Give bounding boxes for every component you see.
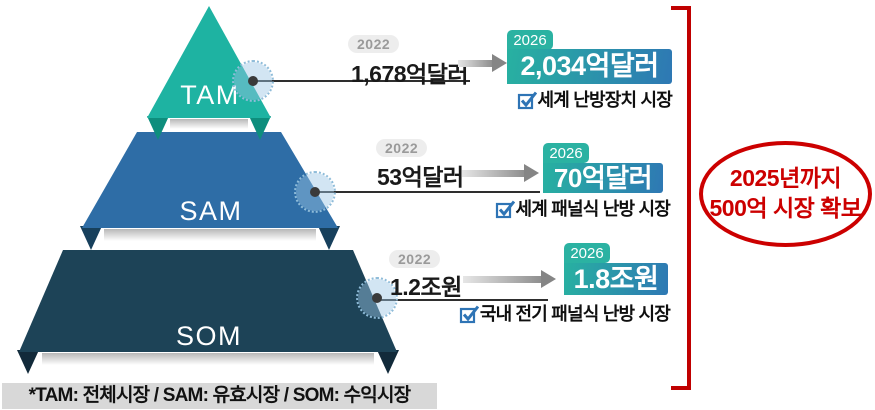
year-tab-2026: 2026: [543, 143, 589, 163]
arrow-right-icon: [458, 54, 507, 72]
checkbox-icon: [495, 200, 515, 219]
tier-label-sam: SAM: [179, 196, 243, 226]
arrow-shaft: [462, 169, 524, 177]
arrow-head: [541, 270, 556, 288]
leader-line-tam: [253, 80, 470, 82]
value-2022-tam: 1,678억달러: [351, 61, 469, 87]
bracket-tick-bottom: [671, 386, 687, 390]
sam-shape: [82, 132, 338, 228]
arrow-head: [524, 164, 539, 182]
value-2026-som: 1.8조원: [564, 263, 668, 295]
som-shape: [19, 250, 397, 352]
market-label-text: 세계 패널식 난방 시장: [515, 199, 671, 219]
arrow-shaft: [458, 59, 492, 67]
marker-ring: [356, 277, 398, 319]
marker-dot: [310, 187, 320, 197]
market-label-som: 국내 전기 패널식 난방 시장: [459, 300, 671, 326]
value-2026-sam: 70억달러: [543, 163, 663, 193]
bracket-tick-top: [671, 6, 687, 10]
tier-label-tam: TAM: [180, 80, 240, 110]
leader-line-sam: [315, 191, 540, 193]
legend-footnote: *TAM: 전체시장 / SAM: 유효시장 / SOM: 수익시장: [2, 383, 437, 409]
market-label-text: 세계 난방장치 시장: [537, 90, 673, 110]
som-fold-left: [17, 350, 39, 374]
bracket-vertical: [687, 6, 691, 390]
sam-shadow: [104, 229, 316, 241]
goal-callout: 2025년까지 500억 시장 확보: [699, 141, 872, 247]
year-badge-2022: 2022: [376, 139, 428, 157]
goal-line2: 500억 시장 확보: [709, 195, 862, 221]
sam-fold-right: [318, 226, 340, 250]
som-shadow: [42, 353, 374, 365]
arrow-shaft: [463, 275, 541, 283]
value-2022-sam: 53억달러: [377, 164, 464, 190]
checkbox-icon: [517, 91, 537, 110]
goal-line1: 2025년까지: [729, 165, 842, 192]
leader-line-som: [377, 299, 548, 301]
market-label-text: 국내 전기 패널식 난방 시장: [479, 304, 671, 324]
tier-label-som: SOM: [175, 321, 243, 351]
value-2026-tam: 2,034억달러: [507, 49, 672, 84]
year-tab-2026: 2026: [564, 243, 610, 263]
tam-fold-right: [249, 116, 271, 140]
year-tab-2026: 2026: [507, 30, 553, 50]
marker-ring: [232, 60, 274, 102]
tam-fold-left: [147, 116, 169, 140]
year-badge-2022: 2022: [348, 35, 400, 53]
checkbox-icon: [459, 305, 479, 324]
market-label-tam: 세계 난방장치 시장: [517, 86, 673, 112]
market-label-sam: 세계 패널식 난방 시장: [495, 195, 671, 221]
marker-ring: [294, 171, 336, 213]
sam-fold-left: [80, 226, 102, 250]
tam-shadow: [170, 119, 248, 129]
arrow-right-icon: [462, 164, 539, 182]
marker-dot: [372, 293, 382, 303]
arrow-head: [492, 54, 507, 72]
som-fold-right: [377, 350, 399, 374]
marker-dot: [248, 76, 258, 86]
year-badge-2022: 2022: [389, 250, 441, 268]
value-2022-som: 1.2조원: [390, 274, 462, 300]
arrow-right-icon: [463, 270, 556, 288]
